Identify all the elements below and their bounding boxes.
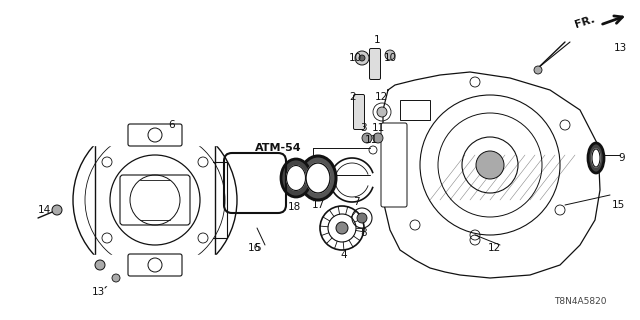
Ellipse shape xyxy=(592,149,600,167)
Text: 8: 8 xyxy=(361,228,367,238)
Text: 18: 18 xyxy=(287,202,301,212)
Text: 9: 9 xyxy=(619,153,625,163)
Polygon shape xyxy=(73,255,237,285)
Text: 6: 6 xyxy=(169,120,175,130)
Circle shape xyxy=(359,55,365,61)
Text: 10: 10 xyxy=(383,53,397,63)
Text: 16: 16 xyxy=(248,243,260,253)
Ellipse shape xyxy=(281,159,311,197)
Circle shape xyxy=(534,66,542,74)
FancyBboxPatch shape xyxy=(353,94,365,130)
Text: 13: 13 xyxy=(613,43,627,53)
Text: 1: 1 xyxy=(374,35,380,45)
Text: 12: 12 xyxy=(374,92,388,102)
Text: ATM-54: ATM-54 xyxy=(255,143,302,153)
Text: 12: 12 xyxy=(488,243,500,253)
Text: 3: 3 xyxy=(360,123,366,133)
Circle shape xyxy=(362,133,372,143)
Ellipse shape xyxy=(300,156,336,200)
Circle shape xyxy=(373,133,383,143)
Text: 7: 7 xyxy=(353,197,359,207)
Text: 2: 2 xyxy=(349,92,356,102)
Circle shape xyxy=(336,222,348,234)
Circle shape xyxy=(357,213,367,223)
Circle shape xyxy=(476,151,504,179)
Text: 14: 14 xyxy=(37,205,51,215)
FancyBboxPatch shape xyxy=(369,49,381,79)
Text: 17: 17 xyxy=(312,200,324,210)
Ellipse shape xyxy=(287,165,305,190)
Circle shape xyxy=(52,205,62,215)
Text: 11: 11 xyxy=(371,123,385,133)
Text: T8N4A5820: T8N4A5820 xyxy=(554,298,606,307)
FancyBboxPatch shape xyxy=(128,254,182,276)
Text: 15: 15 xyxy=(611,200,625,210)
Text: 11: 11 xyxy=(364,135,378,145)
Polygon shape xyxy=(400,100,430,120)
Circle shape xyxy=(377,107,387,117)
Circle shape xyxy=(95,260,105,270)
Text: 13: 13 xyxy=(92,287,104,297)
Circle shape xyxy=(355,51,369,65)
Circle shape xyxy=(385,50,395,60)
Text: 5: 5 xyxy=(253,243,260,253)
FancyBboxPatch shape xyxy=(381,123,407,207)
Polygon shape xyxy=(383,72,600,278)
Text: 10: 10 xyxy=(348,53,362,63)
Ellipse shape xyxy=(588,143,604,173)
Circle shape xyxy=(112,274,120,282)
Polygon shape xyxy=(73,115,237,145)
Text: FR.: FR. xyxy=(573,14,596,30)
FancyBboxPatch shape xyxy=(128,124,182,146)
Ellipse shape xyxy=(306,163,330,193)
Text: 4: 4 xyxy=(340,250,348,260)
